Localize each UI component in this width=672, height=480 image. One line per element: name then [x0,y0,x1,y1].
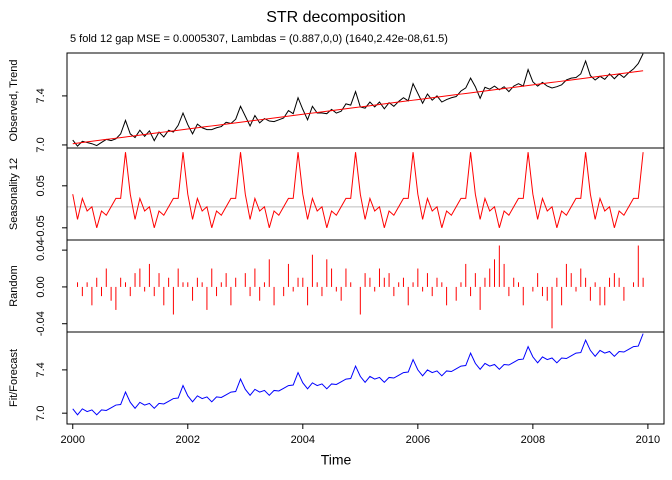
x-tick-label: 2002 [176,434,200,446]
series-line [72,70,644,145]
series-line [72,152,644,228]
chart-title: STR decomposition [266,9,406,26]
y-tick-label: 0.00 [35,276,47,297]
x-tick-label: 2008 [521,434,545,446]
y-tick-label: -0.05 [35,215,47,240]
x-tick-label: 2010 [636,434,660,446]
y-tick-label: 7.0 [35,137,47,152]
y-tick-label: 0.05 [35,175,47,196]
y-tick-label: 7.0 [35,406,47,421]
panel-frame [66,52,665,149]
x-tick-label: 2006 [406,434,430,446]
chart-subtitle: 5 fold 12 gap MSE = 0.0005307, Lambdas =… [70,33,448,45]
x-tick-label: 2004 [291,434,315,446]
y-tick-label: -0.04 [35,311,47,336]
y-axis-label: Random [8,265,20,307]
panel-frame [66,331,665,425]
y-tick-label: 7.4 [35,88,47,103]
series-line [72,333,644,416]
y-tick-label: 7.4 [35,362,47,377]
y-axis-label: Fit/Forecast [8,349,20,407]
y-tick-label: 0.04 [35,239,47,260]
y-axis-label: Seasonality 12 [8,158,20,230]
panel-frame [66,147,665,241]
x-axis-label: Time [321,452,352,468]
y-axis-label: Observed, Trend [8,60,20,142]
x-tick-label: 2000 [61,434,85,446]
